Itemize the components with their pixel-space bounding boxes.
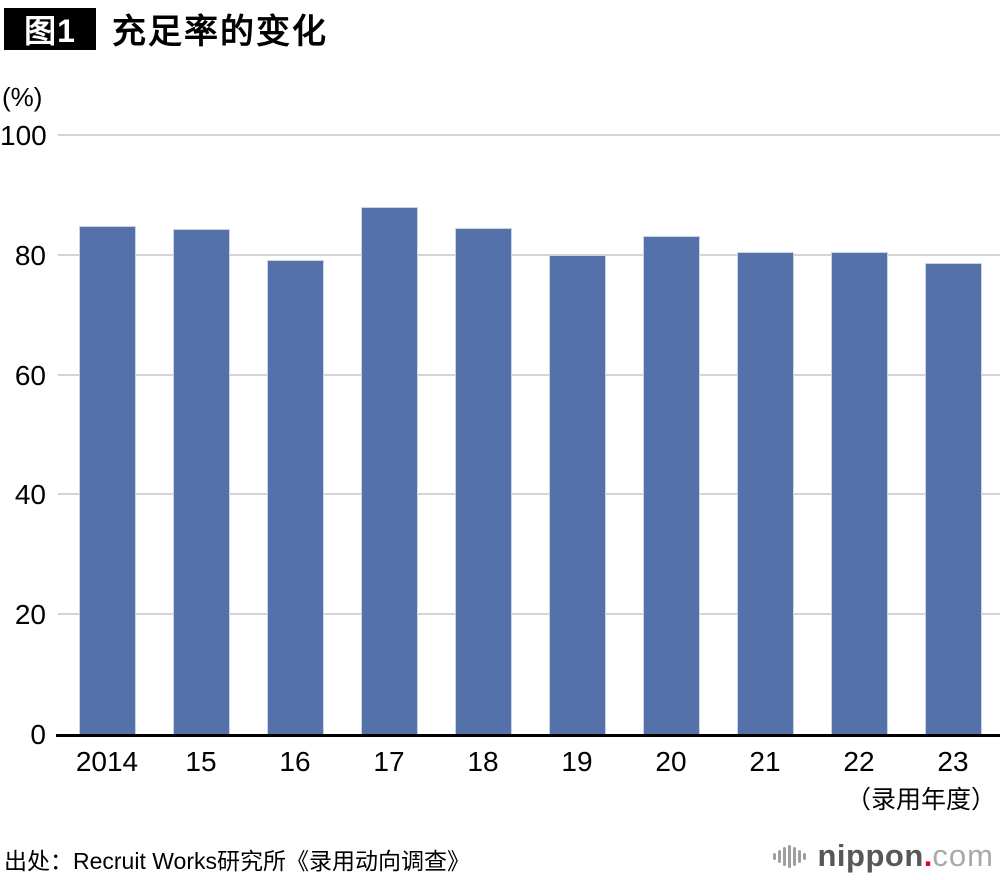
gridline-100 (58, 134, 1000, 136)
bar-15 (172, 229, 230, 734)
bar-22 (830, 251, 888, 734)
gridline-20 (58, 613, 1000, 616)
y-tick-label-20: 20 (14, 599, 46, 631)
y-tick-label-100: 100 (0, 120, 47, 151)
y-tick-label-0: 0 (30, 719, 46, 750)
x-tick-label-23: 23 (937, 746, 969, 777)
x-axis-note: （录用年度） (845, 786, 996, 814)
bar-16 (266, 259, 324, 734)
y-axis-unit-label: (%) (2, 82, 43, 112)
logo-name: nippon (817, 838, 924, 873)
y-tick-label-40: 40 (14, 479, 46, 511)
x-tick-label-2014: 2014 (75, 746, 139, 777)
soundwave-bars-icon (772, 844, 808, 868)
gridline-60 (58, 373, 1000, 376)
page-title: 充足率的变化 (112, 13, 328, 51)
x-tick-label-18: 18 (467, 746, 499, 777)
logo-tld: com (932, 838, 994, 873)
bar-17 (360, 206, 418, 734)
x-tick-label-15: 15 (185, 746, 217, 777)
bar-21 (736, 251, 794, 734)
y-tick-label-80: 80 (14, 239, 46, 271)
x-tick-label-17: 17 (373, 746, 405, 777)
bar-19 (548, 254, 606, 734)
figure-header: 图1 充足率的变化 (4, 4, 328, 53)
bar-20 (642, 235, 700, 734)
source-note: 出处：Recruit Works研究所《录用动向调查》 (4, 848, 470, 874)
bar-2014 (78, 226, 136, 734)
x-axis-line (56, 734, 1000, 737)
x-tick-label-21: 21 (749, 746, 781, 777)
x-tick-label-19: 19 (561, 746, 593, 777)
logo-dot: . (923, 838, 933, 873)
nippon-com-logo: nippon. com (772, 838, 995, 874)
figure-badge: 图1 (4, 7, 96, 50)
x-tick-label-16: 16 (279, 746, 311, 777)
y-tick-label-60: 60 (14, 359, 46, 391)
bar-18 (454, 228, 512, 734)
bar-23 (924, 263, 982, 734)
x-tick-label-20: 20 (655, 746, 687, 777)
x-tick-label-22: 22 (843, 746, 875, 777)
gridline-40 (58, 493, 1000, 496)
gridline-80 (58, 253, 1000, 256)
